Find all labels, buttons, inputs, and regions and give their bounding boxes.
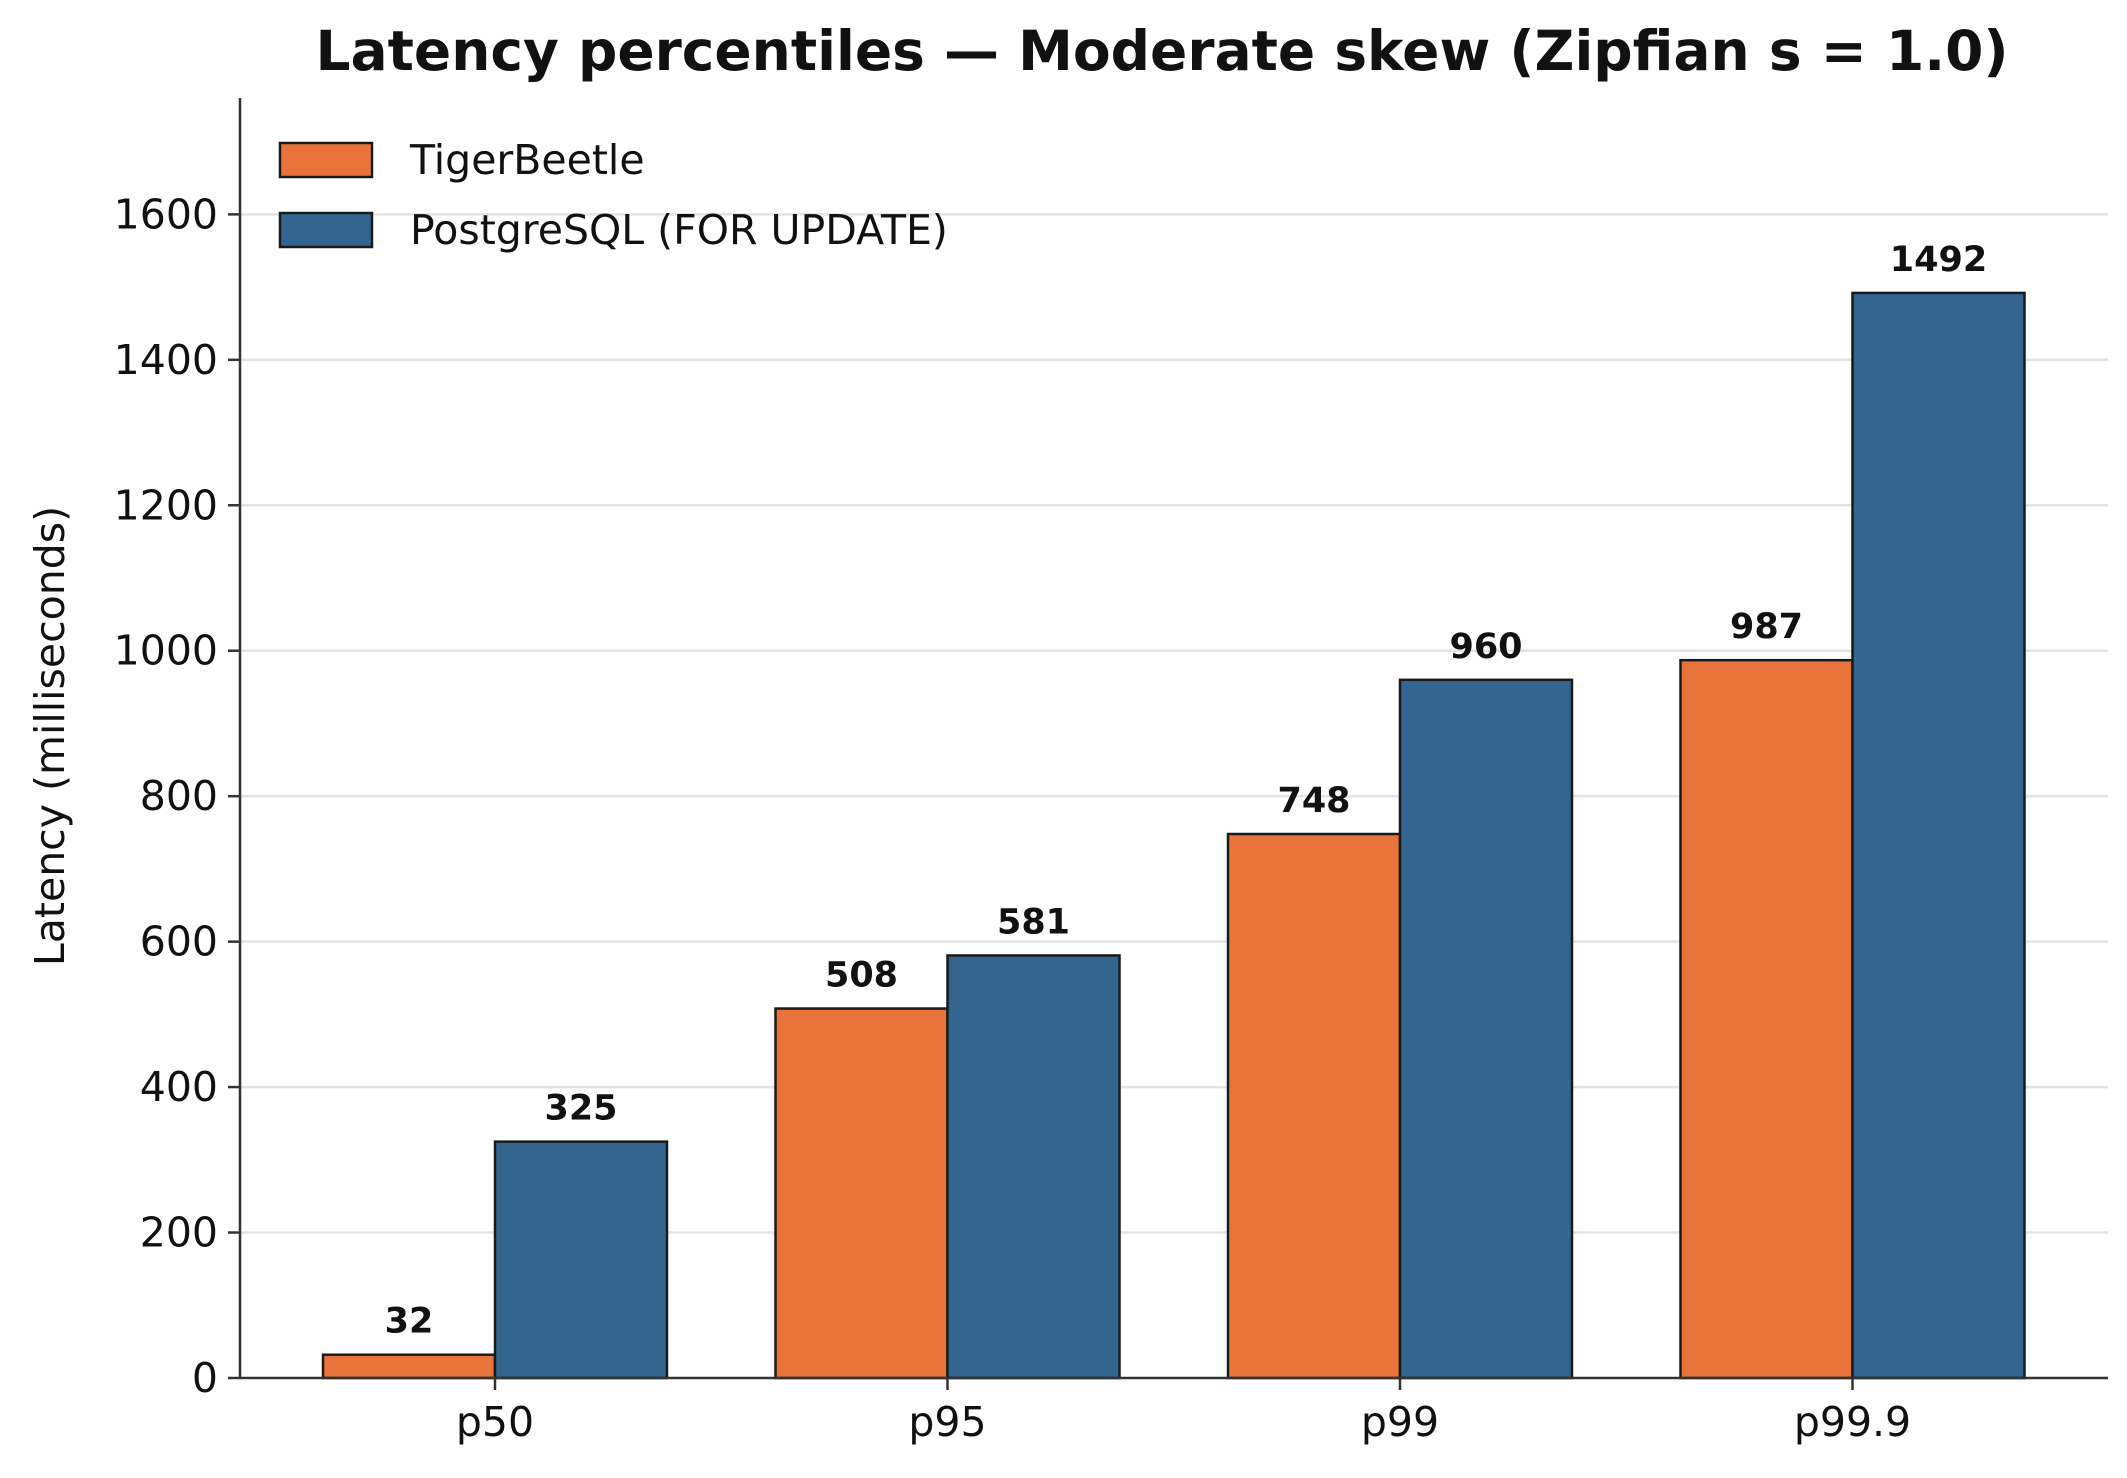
x-tick-label: p99	[1361, 1398, 1439, 1446]
bar-p99-9-series-2	[1851, 291, 2026, 1380]
bar-p50-series-2	[493, 1140, 669, 1380]
y-tick-label: 400	[140, 1063, 218, 1111]
axes	[228, 98, 2108, 1390]
y-tick-label: 1400	[114, 336, 218, 384]
x-tick-label: p99.9	[1794, 1398, 1911, 1446]
gridlines	[240, 213, 2108, 1234]
legend-swatch-series-2	[278, 211, 374, 249]
data-label: 581	[997, 902, 1070, 942]
legend-label-series-1: TigerBeetle	[409, 136, 645, 184]
y-tick-label: 0	[192, 1354, 218, 1402]
y-tick-label: 600	[140, 918, 218, 966]
chart-title: Latency percentiles — Moderate skew (Zip…	[315, 19, 2008, 83]
bar-p95-series-1	[774, 1007, 949, 1380]
bar-p99-series-2	[1398, 678, 1574, 1380]
bar-p99-9-series-1	[1679, 658, 1854, 1380]
y-tick-label: 800	[140, 772, 218, 820]
bar-p50-series-1	[321, 1353, 497, 1380]
data-label: 32	[385, 1302, 434, 1342]
legend: TigerBeetle PostgreSQL (FOR UPDATE)	[278, 136, 948, 254]
bar-p99-series-1	[1226, 832, 1402, 1380]
y-tick-label: 1600	[114, 190, 218, 238]
data-label: 325	[544, 1089, 617, 1129]
y-tick-label: 1200	[114, 481, 218, 529]
tick-labels: 0 200 400 600 800 1000 1200 1400 1600 p50 p95 p99 p9…	[114, 190, 1912, 1446]
data-label: 748	[1277, 781, 1350, 821]
data-label: 987	[1730, 607, 1803, 647]
x-tick-label: p95	[908, 1398, 986, 1446]
data-label: 1492	[1890, 240, 1987, 280]
y-tick-label: 200	[140, 1209, 218, 1257]
bar-p95-series-2	[946, 954, 1121, 1380]
data-labels: 32 508 748 987 325 581 960 1492	[385, 240, 1988, 1342]
legend-label-series-2: PostgreSQL (FOR UPDATE)	[410, 206, 948, 254]
legend-swatch-series-1	[278, 141, 374, 179]
y-axis-label: Latency (milliseconds)	[26, 506, 74, 966]
data-label: 960	[1449, 627, 1522, 667]
data-label: 508	[825, 956, 898, 996]
x-tick-label: p50	[456, 1398, 534, 1446]
bars	[321, 291, 2026, 1380]
y-tick-label: 1000	[114, 627, 218, 675]
